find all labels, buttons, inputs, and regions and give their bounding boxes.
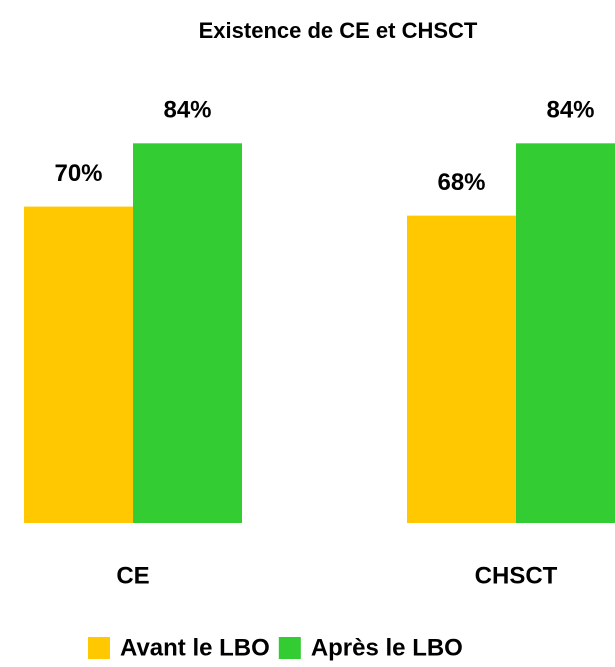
legend-label: Avant le LBO	[120, 634, 270, 661]
value-label: 84%	[546, 97, 594, 124]
bar	[133, 143, 242, 523]
bar	[407, 215, 516, 523]
chart-title: Existence de CE et CHSCT	[199, 18, 478, 43]
legend-swatch	[88, 637, 110, 659]
value-label: 68%	[437, 169, 485, 196]
legend-label: Après le LBO	[311, 634, 463, 661]
bar	[516, 143, 615, 523]
value-label: 70%	[54, 160, 102, 187]
bar	[24, 206, 133, 523]
x-tick-label: CE	[116, 562, 149, 589]
legend-swatch	[278, 637, 301, 659]
value-label: 84%	[163, 97, 211, 124]
x-tick-label: CHSCT	[475, 562, 558, 589]
